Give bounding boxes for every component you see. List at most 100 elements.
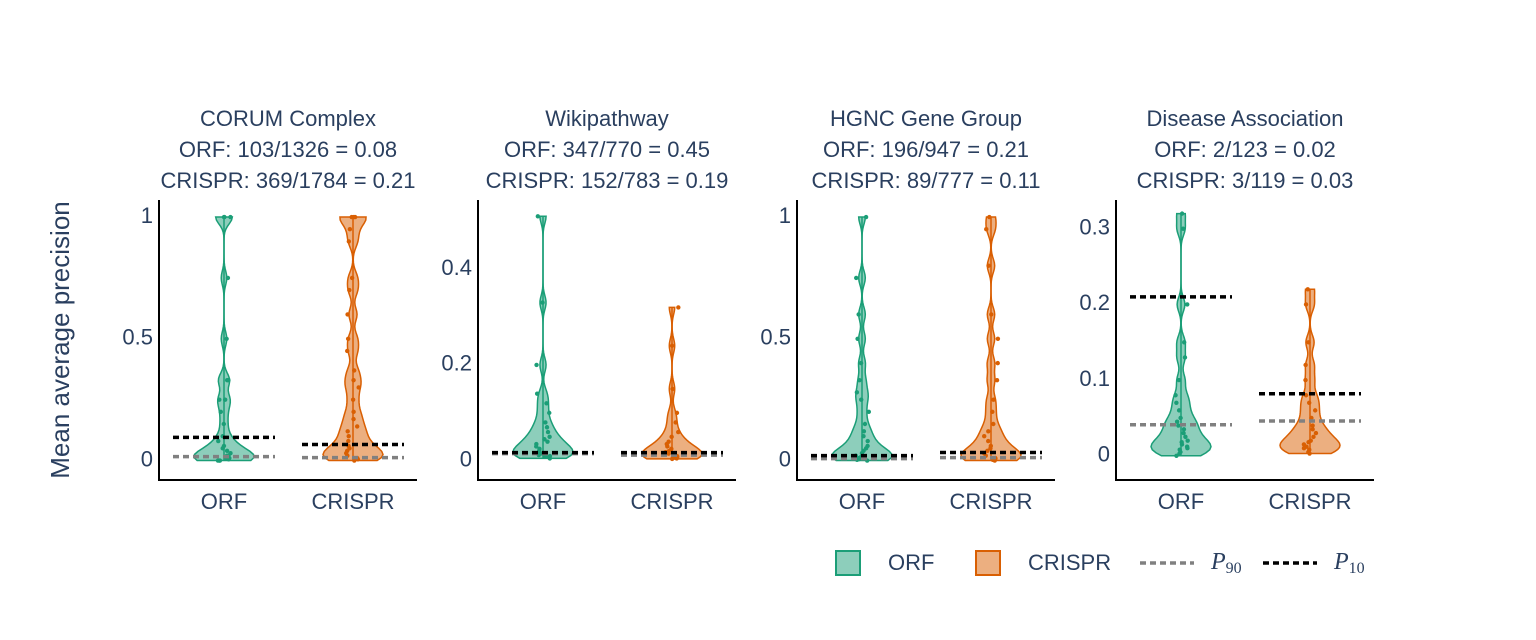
point — [1303, 362, 1308, 368]
point — [218, 409, 223, 415]
point — [1181, 340, 1187, 345]
point — [224, 336, 229, 341]
legend-label: ORF — [888, 550, 934, 575]
point — [995, 336, 1001, 341]
point — [1181, 427, 1187, 432]
point — [866, 409, 872, 415]
y-tick-label: 0 — [779, 446, 791, 471]
panel-subtitle: ORF: 196/947 = 0.21 — [823, 137, 1029, 162]
point — [862, 421, 868, 427]
point — [534, 362, 539, 368]
point — [1182, 355, 1188, 360]
point — [345, 336, 351, 341]
point — [346, 433, 351, 439]
point — [985, 448, 990, 453]
point — [1185, 446, 1190, 451]
point — [345, 429, 350, 434]
point — [547, 456, 553, 461]
point — [345, 312, 350, 317]
y-tick-label: 0.5 — [122, 325, 153, 350]
point — [1174, 400, 1179, 406]
x-tick-label: ORF — [1158, 489, 1204, 514]
x-tick-label: CRISPR — [949, 489, 1032, 514]
point — [991, 421, 996, 427]
point — [347, 287, 352, 293]
y-tick-label: 0 — [1098, 442, 1110, 467]
panel-title: Wikipathway — [545, 106, 668, 131]
point — [984, 227, 989, 232]
point — [1185, 438, 1190, 443]
point — [854, 275, 859, 281]
panel-subtitle: CRISPR: 369/1784 = 0.21 — [161, 168, 416, 193]
point — [1305, 287, 1310, 292]
x-tick-label: CRISPR — [311, 489, 394, 514]
point — [1174, 419, 1180, 424]
point — [228, 214, 233, 220]
y-tick-label: 0 — [141, 446, 153, 471]
legend-subscript: 10 — [1349, 560, 1365, 577]
point — [1176, 423, 1181, 428]
point — [1174, 453, 1179, 458]
legend-label: P10 — [1333, 549, 1365, 577]
point — [346, 438, 351, 444]
legend-swatch — [975, 550, 1001, 576]
point — [1301, 446, 1307, 451]
legend-symbol: P — [1333, 549, 1349, 575]
point — [982, 433, 987, 439]
point — [224, 448, 230, 453]
y-tick-label: 0.5 — [760, 325, 791, 350]
point — [1310, 423, 1315, 428]
panel-subtitle: CRISPR: 89/777 = 0.11 — [812, 168, 1041, 193]
x-tick-label: ORF — [839, 489, 885, 514]
x-tick-label: CRISPR — [630, 489, 713, 514]
x-tick-label: CRISPR — [1268, 489, 1351, 514]
point — [1176, 377, 1182, 383]
point — [547, 410, 552, 416]
point — [1180, 226, 1186, 231]
panel-title: Disease Association — [1147, 106, 1344, 131]
point — [1303, 302, 1309, 307]
panel-subtitle: ORF: 347/770 = 0.45 — [504, 137, 710, 162]
point — [1312, 408, 1318, 413]
point — [225, 275, 231, 281]
y-tick-label: 0.2 — [441, 351, 472, 376]
point — [535, 214, 541, 219]
point — [666, 451, 671, 456]
point — [217, 397, 222, 402]
point — [543, 420, 548, 425]
point — [547, 434, 552, 440]
point — [986, 429, 991, 434]
panel-subtitle: ORF: 103/1326 = 0.08 — [179, 137, 397, 162]
panel-subtitle: CRISPR: 152/783 = 0.19 — [486, 168, 729, 193]
point — [986, 438, 991, 444]
point — [545, 429, 551, 435]
point — [1173, 393, 1178, 398]
point — [857, 377, 862, 383]
point — [856, 312, 861, 317]
point — [1310, 427, 1315, 432]
legend-label: P90 — [1210, 549, 1242, 577]
y-tick-label: 0.1 — [1079, 366, 1110, 391]
point — [855, 336, 860, 341]
legend-label: CRISPR — [1028, 550, 1111, 575]
point — [673, 420, 678, 425]
point — [986, 263, 991, 268]
point — [1183, 434, 1188, 440]
point — [1303, 377, 1308, 383]
legend-symbol: P — [1210, 549, 1226, 575]
point — [854, 390, 860, 395]
y-tick-label: 1 — [779, 203, 791, 228]
y-tick-label: 0.2 — [1079, 290, 1110, 315]
y-tick-label: 0 — [460, 447, 472, 472]
point — [347, 227, 353, 232]
point — [345, 348, 350, 354]
point — [674, 410, 680, 416]
point — [1313, 430, 1319, 436]
point — [544, 425, 550, 430]
point — [994, 377, 1000, 383]
point — [545, 439, 550, 444]
legend-swatch — [835, 550, 861, 576]
point — [861, 429, 867, 434]
x-tick-label: ORF — [201, 489, 247, 514]
